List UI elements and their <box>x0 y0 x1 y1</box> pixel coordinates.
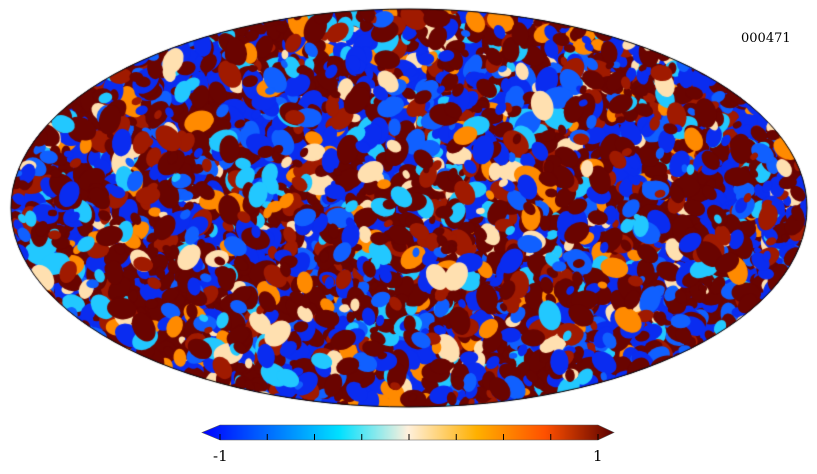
colorbar-gradient <box>201 424 615 441</box>
colorbar-max-label: 1 <box>593 447 603 465</box>
colorbar-min-label: -1 <box>213 447 228 465</box>
map-label: 000471 <box>741 31 791 46</box>
